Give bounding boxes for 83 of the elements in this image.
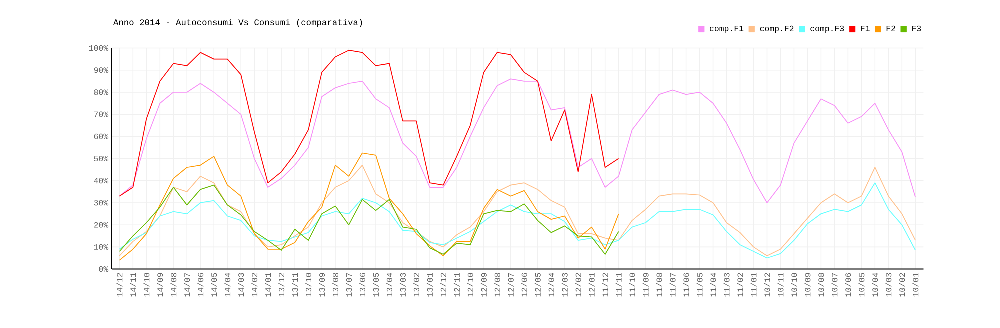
y-tick-label: 50%: [94, 156, 109, 162]
x-tick-label: 11/01: [750, 273, 757, 297]
legend-label: comp.F1: [710, 26, 744, 33]
x-tick-label: 12/08: [494, 273, 500, 297]
x-tick-label: 14/09: [157, 273, 164, 297]
legend-label: F1: [861, 26, 870, 32]
y-tick-label: 60%: [94, 134, 109, 140]
x-tick-label: 14/07: [184, 273, 190, 297]
y-tick-label: 0%: [99, 266, 109, 272]
y-tick-label: 100%: [89, 45, 109, 51]
chart-title: Anno 2014 - Autoconsumi Vs Consumi (comparativa): [113, 19, 362, 28]
line-series: [119, 50, 620, 197]
x-tick-label: 12/09: [480, 273, 487, 297]
x-tick-label: 10/05: [858, 273, 865, 297]
x-tick-label: 10/04: [872, 273, 878, 297]
legend-label: F2: [886, 26, 896, 32]
x-tick-label: 14/02: [252, 273, 258, 297]
x-tick-label: 12/12: [440, 273, 446, 297]
x-tick-label: 14/12: [116, 273, 123, 297]
x-tick-label: 13/01: [426, 273, 433, 297]
x-tick-label: 11/08: [656, 273, 662, 297]
x-tick-label: 12/02: [575, 273, 582, 297]
x-tick-label: 11/03: [724, 273, 730, 297]
x-tick-label: 10/06: [845, 273, 852, 297]
x-tick-label: 12/04: [548, 273, 554, 297]
x-tick-label: 11/02: [737, 273, 744, 297]
y-tick-label: 90%: [94, 67, 109, 74]
x-tick-label: 13/07: [346, 273, 352, 297]
x-tick-label: 10/10: [791, 273, 798, 297]
line-series: [119, 182, 916, 259]
x-tick-label: 12/05: [534, 273, 541, 297]
x-tick-label: 11/10: [629, 273, 636, 297]
x-tick-label: 12/10: [467, 273, 474, 297]
x-tick-label: 14/04: [224, 273, 231, 297]
x-tick-label: 14/11: [130, 273, 136, 297]
x-tick-label: 11/05: [696, 273, 703, 297]
x-tick-label: 11/07: [670, 273, 676, 297]
x-tick-label: 10/01: [912, 273, 919, 297]
x-tick-label: 12/11: [454, 273, 460, 297]
x-tick-label: 14/08: [170, 273, 177, 297]
y-tick-label: 80%: [94, 90, 109, 96]
x-tick-label: 14/05: [211, 273, 218, 297]
x-tick-label: 12/06: [521, 273, 528, 297]
x-tick-label: 12/07: [508, 273, 514, 297]
x-tick-label: 13/02: [413, 273, 420, 297]
x-tick-label: 14/10: [144, 273, 150, 297]
x-tick-label: 13/04: [386, 273, 393, 297]
x-tick-label: 14/03: [238, 273, 244, 297]
x-tick-label: 10/08: [818, 273, 824, 297]
y-tick-label: 30%: [94, 200, 109, 206]
legend-label: comp.F3: [810, 26, 844, 34]
line-series: [119, 184, 620, 255]
x-tick-label: 12/03: [562, 273, 568, 297]
x-tick-label: 14/01: [265, 273, 272, 297]
x-tick-label: 13/09: [319, 273, 326, 297]
x-tick-label: 13/11: [292, 273, 298, 297]
y-tick-label: 70%: [94, 112, 109, 118]
legend-label: comp.F2: [760, 26, 794, 34]
x-tick-label: 10/11: [778, 273, 784, 297]
x-tick-label: 10/09: [804, 273, 811, 297]
x-tick-label: 13/06: [359, 273, 366, 297]
x-tick-label: 14/06: [198, 273, 204, 297]
x-tick-label: 11/11: [616, 273, 622, 297]
x-tick-label: 11/04: [710, 273, 716, 297]
x-tick-label: 12/01: [588, 273, 595, 297]
x-tick-label: 11/09: [642, 273, 649, 297]
line-series: [119, 152, 620, 261]
x-tick-label: 13/12: [278, 273, 285, 297]
x-tick-label: 13/05: [372, 273, 380, 297]
y-tick-label: 10%: [94, 244, 109, 250]
x-tick-label: 10/03: [886, 273, 892, 297]
x-tick-label: 10/02: [899, 273, 906, 297]
line-series: [119, 164, 916, 256]
x-tick-label: 10/12: [764, 273, 770, 297]
y-tick-label: 40%: [94, 178, 109, 184]
legend-label: F3: [912, 26, 922, 32]
x-tick-label: 13/08: [332, 273, 339, 297]
x-tick-label: 13/03: [400, 273, 406, 297]
x-tick-label: 13/10: [306, 273, 312, 297]
x-tick-label: 11/06: [683, 273, 690, 297]
y-tick-label: 20%: [94, 222, 109, 228]
x-tick-label: 11/12: [602, 273, 608, 297]
x-tick-label: 10/07: [832, 273, 838, 297]
